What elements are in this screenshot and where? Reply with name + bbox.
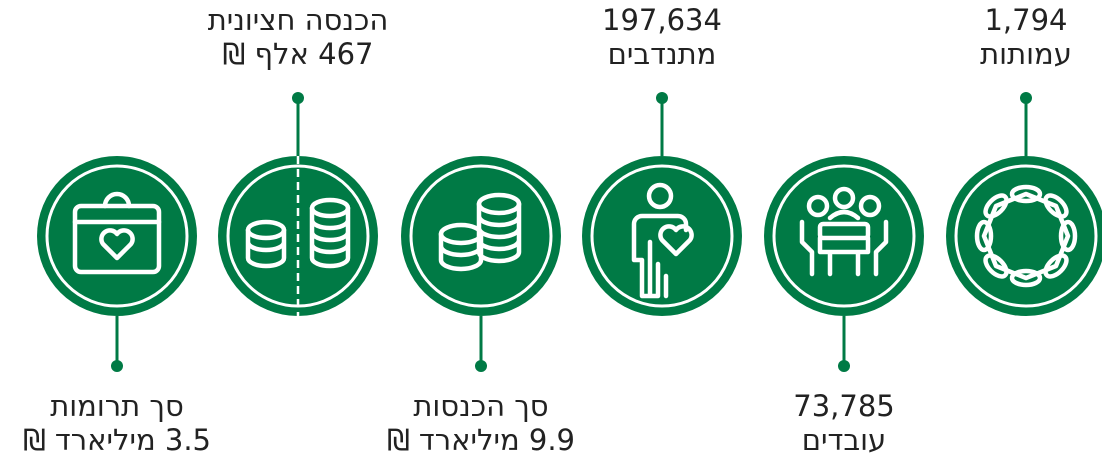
label: עובדים bbox=[802, 423, 886, 457]
icons bbox=[72, 182, 1078, 299]
ring bbox=[590, 164, 734, 308]
label: 73,785 bbox=[793, 389, 894, 423]
label: 197,634 bbox=[602, 3, 722, 37]
label: 9.9 מיליארד ₪ bbox=[387, 423, 575, 457]
icon-median bbox=[245, 197, 351, 269]
label: 3.5 מיליארד ₪ bbox=[23, 423, 211, 457]
dot bbox=[1020, 92, 1032, 104]
ring bbox=[772, 164, 916, 308]
icon-employees bbox=[799, 186, 889, 277]
icon-revenue bbox=[438, 192, 522, 272]
label: 467 אלף ₪ bbox=[223, 37, 374, 71]
label: עמותות bbox=[980, 37, 1072, 71]
dot bbox=[292, 92, 304, 104]
label: הכנסה חציונית bbox=[208, 3, 389, 37]
icon-organizations bbox=[974, 184, 1078, 288]
icon-volunteers bbox=[631, 182, 694, 299]
label: מתנדבים bbox=[608, 37, 717, 71]
icon-donations bbox=[72, 191, 162, 275]
label: 1,794 bbox=[984, 3, 1067, 37]
dot bbox=[111, 360, 123, 372]
dot bbox=[838, 360, 850, 372]
label: סך הכנסות bbox=[413, 389, 548, 423]
ring bbox=[409, 164, 553, 308]
dot bbox=[475, 360, 487, 372]
circle bbox=[946, 156, 1102, 316]
ring bbox=[954, 164, 1098, 308]
dot bbox=[656, 92, 668, 104]
label: סך תרומות bbox=[50, 389, 184, 423]
ring bbox=[45, 164, 189, 308]
